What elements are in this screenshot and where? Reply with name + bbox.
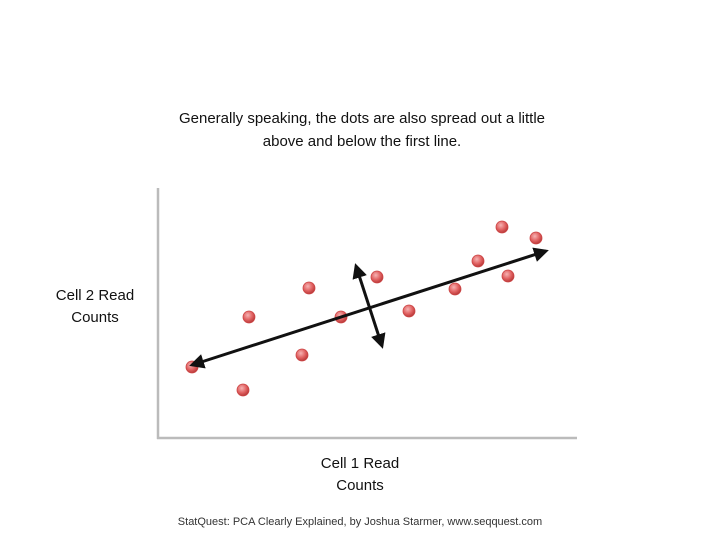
dot — [370, 270, 384, 284]
dot — [236, 383, 250, 397]
x-label: Cell 1 Read Counts — [320, 455, 400, 494]
dot — [529, 231, 543, 245]
dot — [402, 304, 416, 318]
footer: StatQuest: PCA Clearly Explained, by Jos… — [177, 516, 543, 528]
title: Generally speaking, the dots are also sp… — [178, 110, 546, 150]
dot — [242, 310, 256, 324]
spread-arrow — [352, 263, 386, 349]
dot — [501, 269, 515, 283]
dot — [295, 348, 309, 362]
y-label: Cell 2 Read Counts — [55, 287, 135, 326]
dot — [302, 281, 316, 295]
dot — [495, 220, 509, 234]
dot — [448, 282, 462, 296]
dot — [471, 254, 485, 268]
